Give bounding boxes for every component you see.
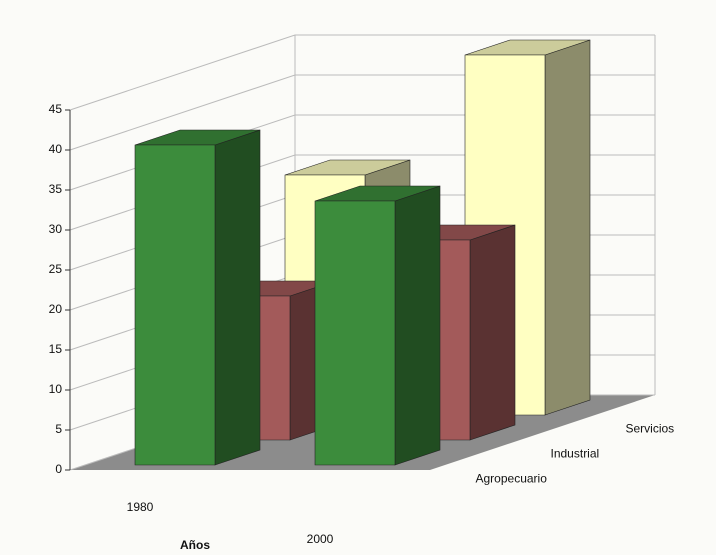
y-tick-label: 25 bbox=[49, 262, 63, 276]
bar-side bbox=[214, 129, 261, 466]
y-tick-label: 5 bbox=[55, 422, 62, 436]
y-tick-label: 15 bbox=[49, 342, 63, 356]
bar bbox=[134, 144, 216, 466]
legend-label: Agropecuario bbox=[476, 472, 548, 486]
y-tick-label: 30 bbox=[49, 222, 63, 236]
y-tick-label: 10 bbox=[49, 382, 63, 396]
y-tick-label: 20 bbox=[49, 302, 63, 316]
legend-label: Industrial bbox=[551, 447, 600, 461]
bar-side bbox=[394, 185, 441, 466]
x-tick-label: 2000 bbox=[307, 532, 334, 546]
x-axis-label: Años bbox=[180, 538, 210, 552]
y-tick-label: 45 bbox=[49, 102, 63, 116]
y-tick-label: 35 bbox=[49, 182, 63, 196]
y-tick-label: 0 bbox=[55, 462, 62, 476]
legend-label: Servicios bbox=[626, 422, 675, 436]
bar-side bbox=[469, 224, 516, 441]
bar-side bbox=[544, 39, 591, 416]
x-tick-label: 1980 bbox=[127, 500, 154, 514]
bar bbox=[314, 200, 396, 466]
y-tick-label: 40 bbox=[49, 142, 63, 156]
